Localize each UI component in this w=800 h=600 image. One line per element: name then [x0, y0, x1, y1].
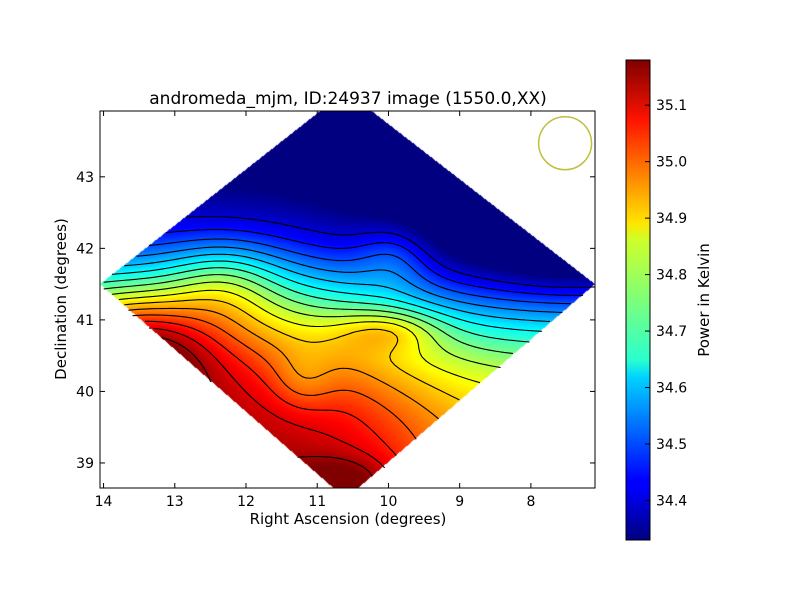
contour-lines — [103, 216, 595, 477]
x-tick-label: 10 — [380, 494, 398, 510]
y-tick-label: 41 — [76, 313, 94, 329]
contour-line — [124, 253, 551, 322]
x-axis: 14 13 12 11 10 9 8 — [95, 111, 535, 510]
x-tick-label: 9 — [455, 494, 464, 510]
colorbar-tick-label: 35.0 — [656, 155, 687, 171]
contour-line — [103, 267, 530, 343]
x-tick-label: 14 — [95, 494, 113, 510]
chart-title: andromeda_mjm, ID:24937 image (1550.0,XX… — [149, 89, 547, 109]
x-tick-label: 12 — [237, 494, 255, 510]
colorbar-tick-label: 34.7 — [656, 324, 687, 340]
x-axis-label: Right Ascension (degrees) — [250, 510, 447, 528]
colorbar-tick-label: 34.6 — [656, 381, 687, 397]
colorbar-tick-label: 35.1 — [656, 98, 687, 114]
contour-line — [128, 307, 439, 420]
y-axis-label: Declination (degrees) — [52, 218, 70, 380]
contour-line — [118, 289, 481, 384]
contour-line — [132, 314, 417, 440]
y-tick-label: 43 — [76, 170, 94, 186]
contour-line — [165, 228, 584, 296]
plot-frame — [99, 110, 596, 489]
heatmap — [100, 111, 595, 488]
contour-line — [148, 327, 385, 469]
colorbar — [625, 59, 651, 541]
colorbar-tick-label: 34.5 — [656, 437, 687, 453]
contour-line — [161, 337, 373, 477]
contour-line — [103, 274, 514, 355]
y-tick-label: 40 — [76, 384, 94, 400]
contour-line — [186, 216, 595, 288]
contour-line — [124, 299, 460, 401]
contour-line — [111, 260, 542, 332]
y-tick-label: 39 — [76, 456, 94, 472]
x-tick-label: 13 — [166, 494, 184, 510]
y-tick-label: 42 — [76, 241, 94, 257]
colorbar-ticks: 34.4 34.5 34.6 34.7 34.8 34.9 35.0 35.1 — [645, 98, 687, 509]
contour-line — [111, 281, 501, 369]
colorbar-tick-label: 34.8 — [656, 268, 687, 284]
contour-line — [136, 246, 563, 313]
beam-circle — [537, 115, 593, 171]
contour-line — [144, 320, 397, 456]
colorbar-tick-label: 34.9 — [656, 211, 687, 227]
colorbar-tick-label: 34.4 — [656, 493, 687, 509]
colorbar-label: Power in Kelvin — [695, 243, 713, 357]
x-tick-label: 11 — [308, 494, 326, 510]
x-tick-label: 8 — [526, 494, 535, 510]
y-axis: 39 40 41 42 43 — [76, 170, 595, 472]
contour-line — [148, 238, 571, 305]
plot-area — [100, 111, 595, 488]
